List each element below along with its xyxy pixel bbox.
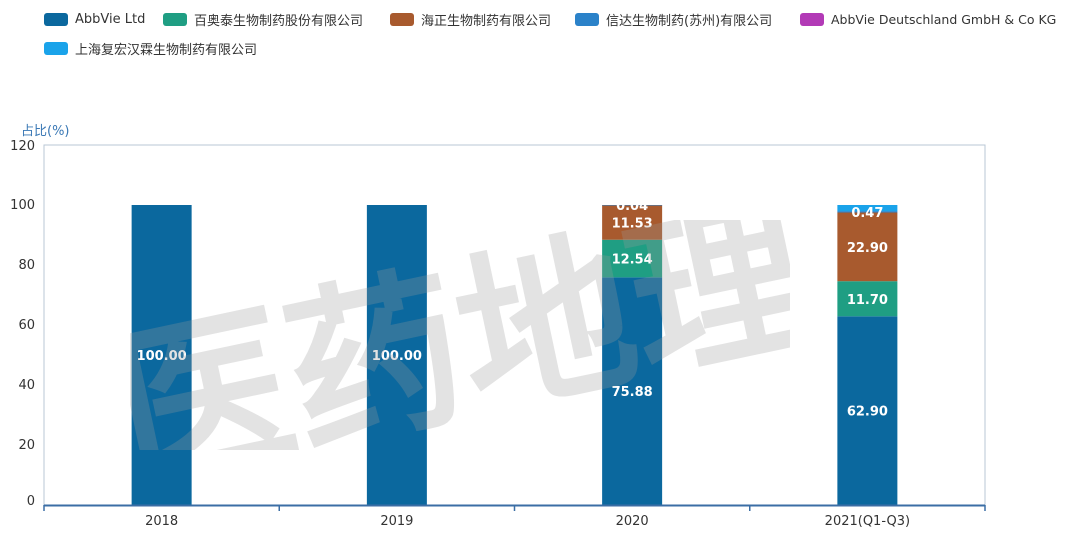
legend-label: AbbVie Ltd: [75, 11, 146, 27]
legend-swatch: [800, 12, 824, 26]
chart-legend: AbbVie Ltd 百奥泰生物制药股份有限公司 海正生物制药有限公司 信达生物…: [0, 0, 1080, 70]
legend-label: AbbVie Deutschland GmbH & Co KG: [831, 11, 1057, 27]
bar-segment[interactable]: [837, 211, 898, 213]
legend-item-fuhong[interactable]: 上海复宏汉霖生物制药有限公司: [44, 39, 258, 58]
legend-item-abbvie[interactable]: AbbVie Ltd: [44, 10, 145, 28]
legend-swatch: [163, 12, 187, 26]
y-tick-label: 60: [18, 318, 35, 333]
bar-segment[interactable]: [366, 205, 427, 505]
bar-segment[interactable]: [602, 277, 663, 505]
legend-label: 百奥泰生物制药股份有限公司: [194, 13, 364, 29]
x-tick-label: 2020: [616, 514, 649, 529]
y-tick-label: 80: [18, 258, 35, 273]
bar-segment[interactable]: [602, 239, 663, 278]
data-label: 100.00: [137, 349, 187, 364]
y-axis-ticks: 0 20 40 60 80 100 120: [10, 139, 35, 509]
bar-labels: 100.00 100.00 75.88 12.54 11.53 0.04 62.90 11.7…: [137, 199, 888, 420]
data-label: 100.00: [372, 349, 422, 364]
legend-swatch: [575, 12, 599, 26]
legend-label: 海正生物制药有限公司: [421, 13, 552, 29]
x-tick-label: 2021(Q1-Q3): [825, 514, 910, 529]
data-label: 22.90: [847, 241, 888, 256]
legend-label: 上海复宏汉霖生物制药有限公司: [75, 42, 258, 58]
legend-swatch: [44, 41, 68, 55]
data-label: 11.53: [612, 216, 653, 231]
y-axis-title: 占比(%): [21, 124, 70, 139]
bars: [131, 205, 898, 505]
legend-item-baiao[interactable]: 百奥泰生物制药股份有限公司: [163, 10, 364, 29]
x-tick-label: 2019: [380, 514, 413, 529]
data-label: 11.70: [847, 293, 888, 308]
x-axis-ticks: 2018 2019 2020 2021(Q1-Q3): [43, 505, 986, 529]
bar-segment[interactable]: [837, 205, 898, 212]
y-tick-label: 20: [18, 438, 35, 453]
data-label: 0.47: [851, 206, 883, 221]
y-tick-label: 40: [18, 378, 35, 393]
legend-item-haizheng[interactable]: 海正生物制药有限公司: [390, 10, 552, 29]
legend-swatch: [44, 12, 68, 26]
bar-segment[interactable]: [602, 205, 663, 206]
bar-segment[interactable]: [602, 205, 663, 240]
data-label: 0.04: [616, 199, 648, 214]
y-tick-label: 0: [27, 494, 35, 509]
bar-segment[interactable]: [837, 281, 898, 317]
bar-segment[interactable]: [837, 212, 898, 282]
data-label: 12.54: [612, 253, 653, 268]
bar-segment[interactable]: [131, 205, 192, 505]
legend-item-abbvie-de[interactable]: AbbVie Deutschland GmbH & Co KG: [800, 10, 1056, 28]
bar-segment[interactable]: [837, 316, 898, 505]
data-label: 75.88: [612, 385, 653, 400]
x-tick-label: 2018: [145, 514, 178, 529]
y-tick-label: 120: [10, 139, 35, 154]
legend-swatch: [390, 12, 414, 26]
legend-label: 信达生物制药(苏州)有限公司: [606, 13, 773, 29]
data-label: 62.90: [847, 405, 888, 420]
y-tick-label: 100: [10, 198, 35, 213]
legend-item-xinda[interactable]: 信达生物制药(苏州)有限公司: [575, 10, 773, 29]
